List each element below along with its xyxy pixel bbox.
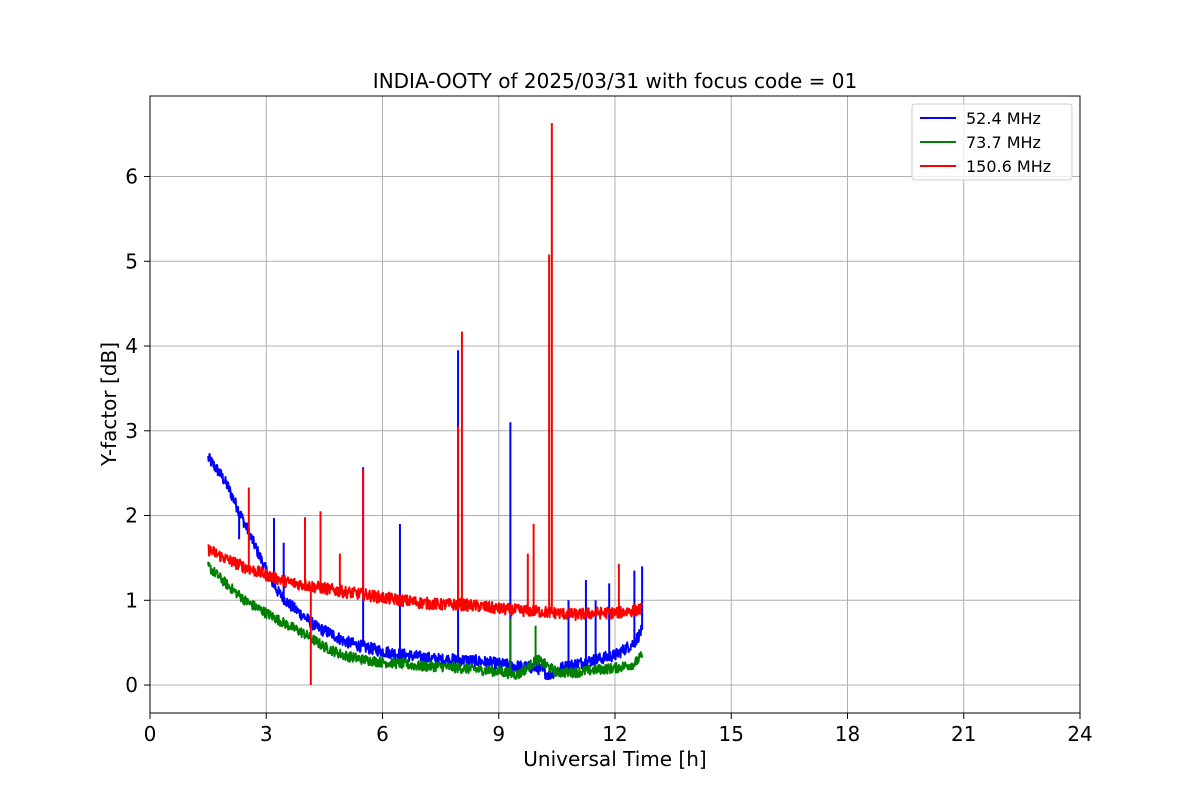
x-axis: 0 3 6 9 12 15 18 21 24 — [144, 713, 1093, 746]
y-axis: 0 1 2 3 4 5 6 — [125, 165, 150, 697]
series-2 — [207, 123, 643, 686]
y-tick-label: 2 — [125, 504, 138, 528]
series-layer — [207, 123, 644, 686]
chart-title: INDIA-OOTY of 2025/03/31 with focus code… — [373, 69, 857, 93]
y-tick-label: 5 — [125, 249, 138, 273]
y-tick-label: 6 — [125, 165, 138, 189]
legend-entry: 150.6 MHz — [966, 157, 1051, 176]
y-tick-label: 0 — [125, 673, 138, 697]
x-tick-label: 18 — [835, 722, 860, 746]
x-tick-label: 3 — [260, 722, 273, 746]
legend-box — [911, 103, 1073, 181]
x-tick-label: 24 — [1067, 722, 1092, 746]
x-tick-label: 6 — [376, 722, 389, 746]
x-tick-label: 21 — [951, 722, 976, 746]
x-tick-label: 15 — [719, 722, 744, 746]
legend-entry: 52.4 MHz — [966, 109, 1041, 128]
y-tick-label: 4 — [125, 334, 138, 358]
x-axis-label: Universal Time [h] — [523, 747, 706, 771]
x-tick-label: 9 — [492, 722, 505, 746]
y-tick-label: 1 — [125, 588, 138, 612]
legend: 52.4 MHz 73.7 MHz 150.6 MHz — [911, 103, 1073, 181]
y-axis-label: Y-factor [dB] — [97, 342, 121, 467]
series-line — [207, 543, 643, 622]
series-line — [207, 561, 644, 680]
legend-entry: 73.7 MHz — [966, 133, 1041, 152]
series-1 — [207, 561, 644, 680]
y-tick-label: 3 — [125, 419, 138, 443]
x-tick-label: 12 — [602, 722, 627, 746]
x-tick-label: 0 — [144, 722, 157, 746]
